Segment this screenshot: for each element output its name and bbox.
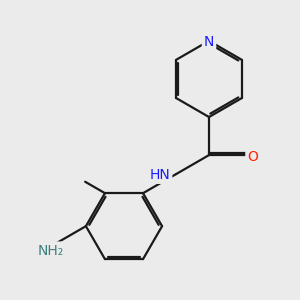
Text: O: O xyxy=(247,150,258,164)
Text: NH₂: NH₂ xyxy=(38,244,64,257)
Text: N: N xyxy=(204,35,214,50)
Text: HN: HN xyxy=(149,168,170,182)
